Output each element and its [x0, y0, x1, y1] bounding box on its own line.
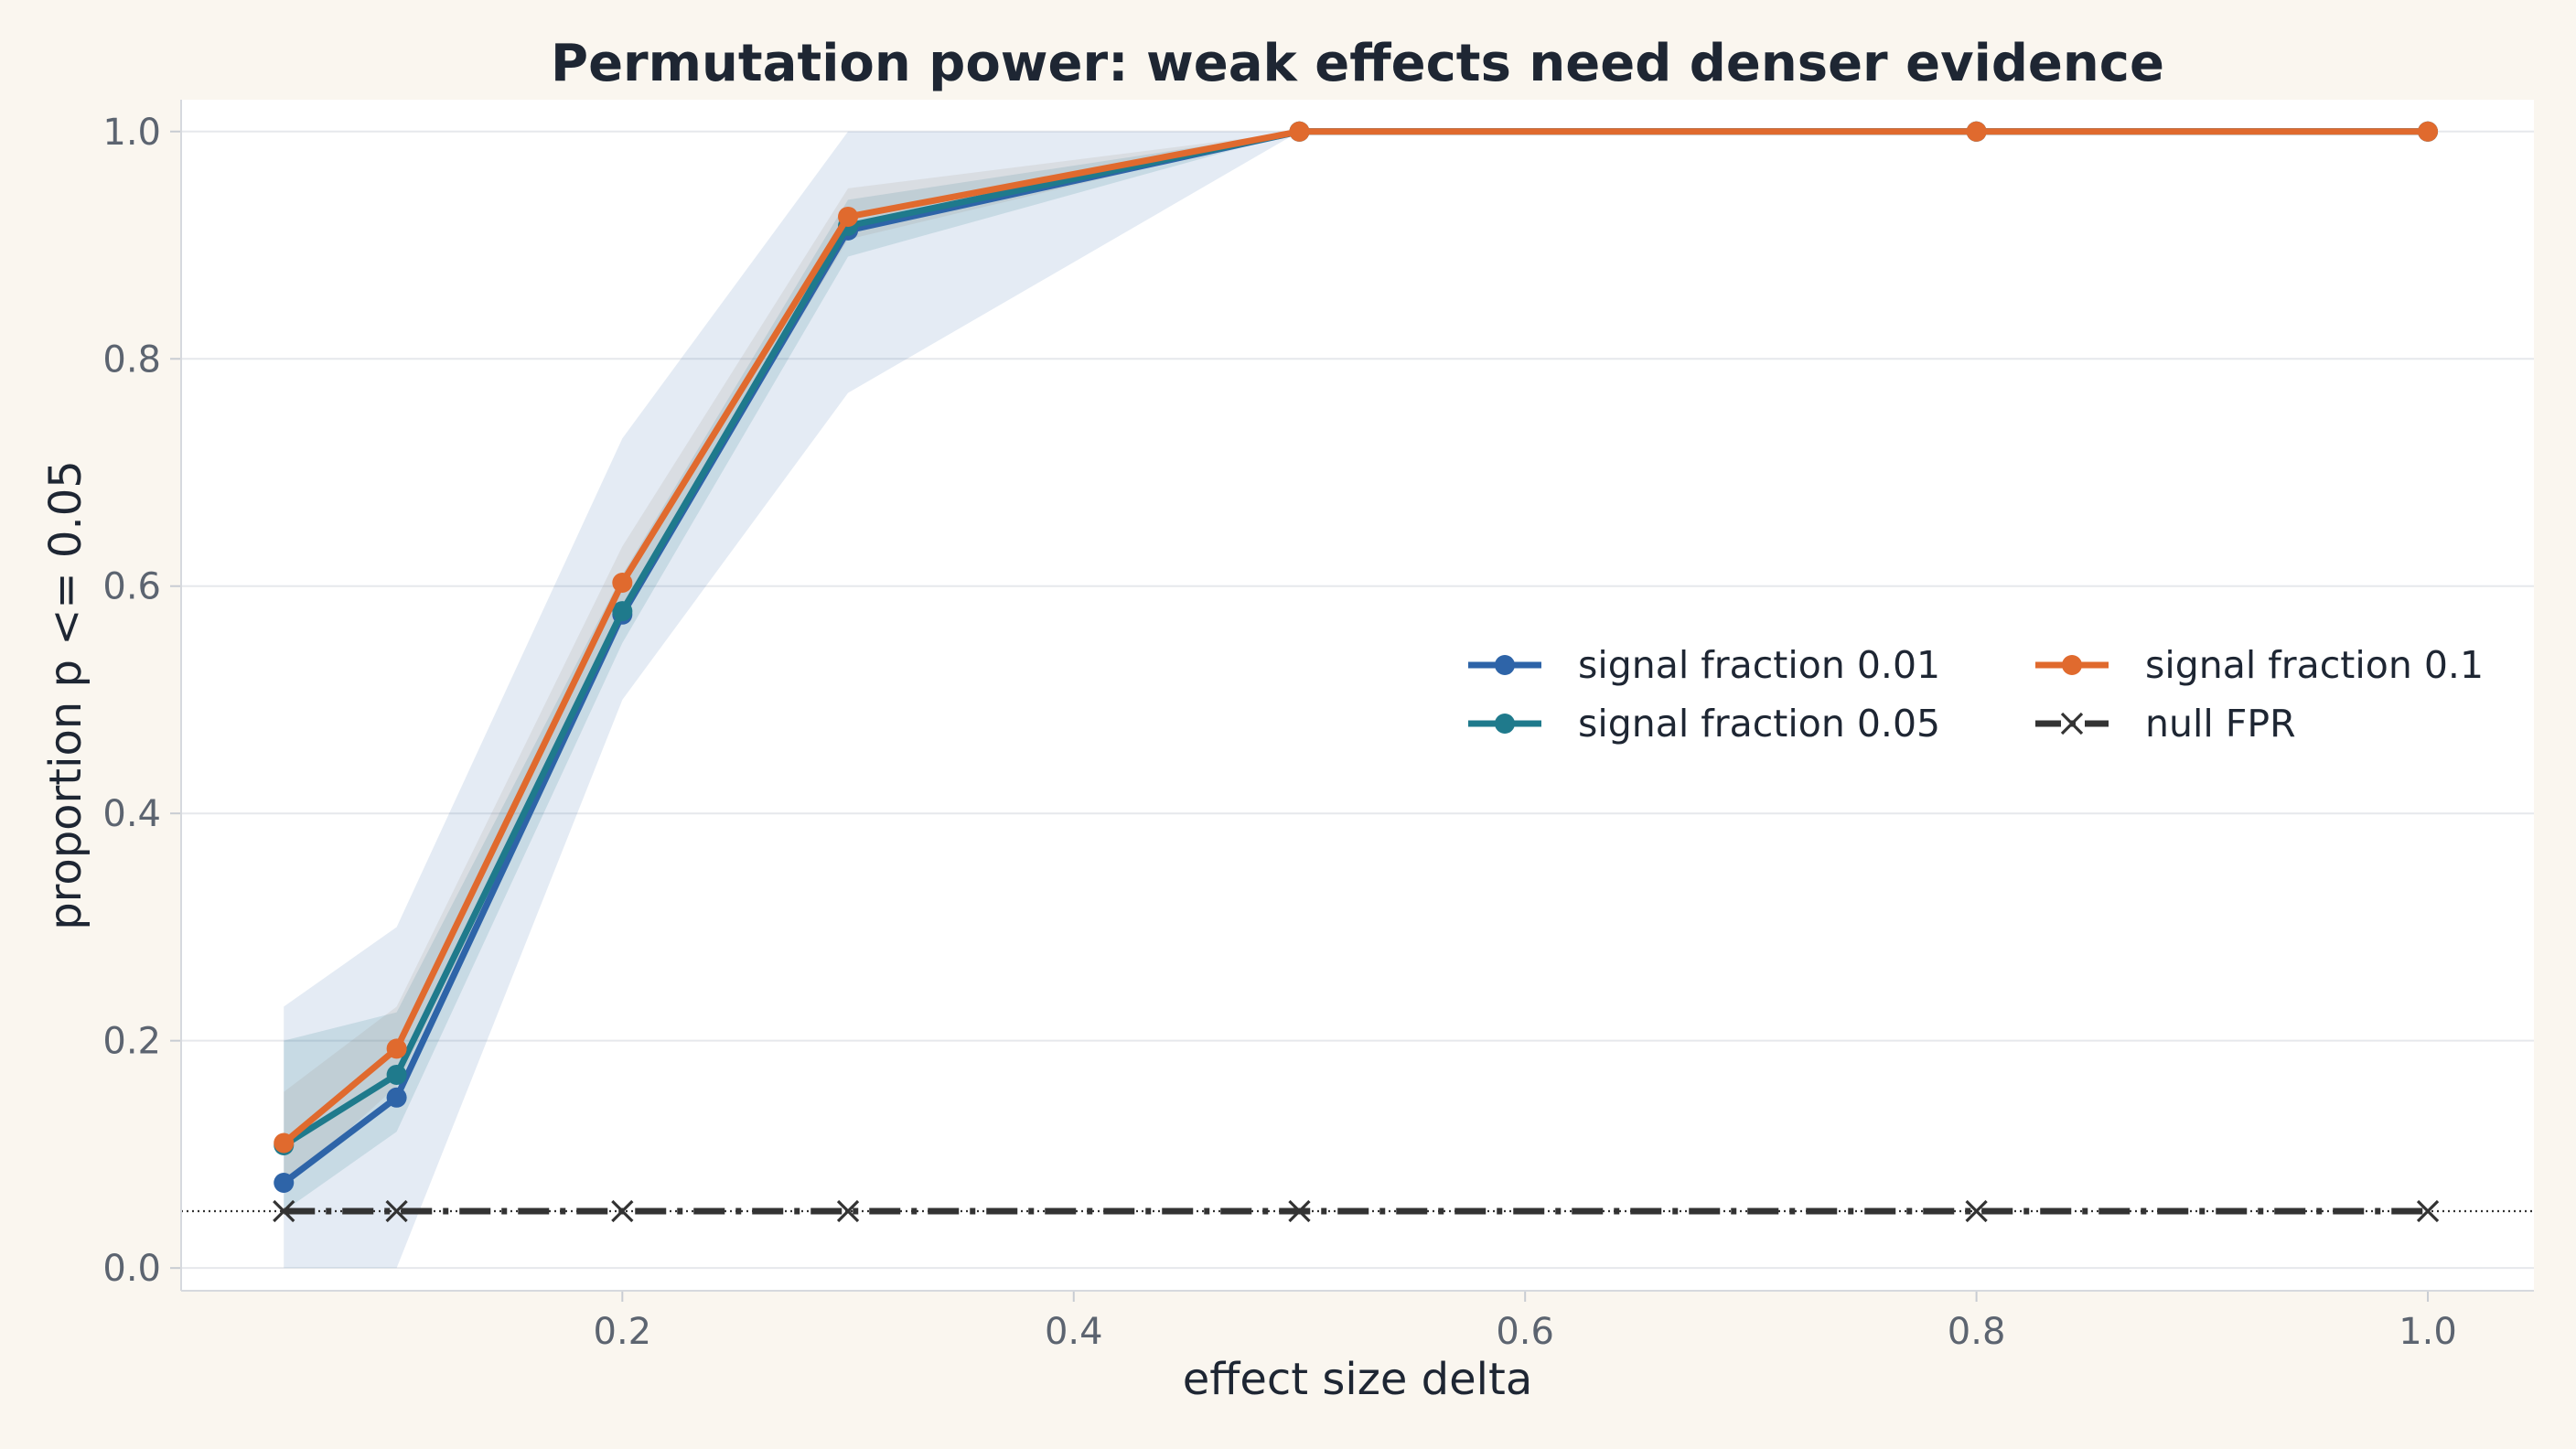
point-signal-fraction-0-1 [612, 573, 633, 594]
y-tick-label: 0.0 [102, 1248, 161, 1290]
point-signal-fraction-0-05 [386, 1064, 407, 1085]
y-tick-label: 0.2 [102, 1021, 161, 1063]
point-null-fpr [1288, 1199, 1311, 1223]
point-null-fpr [273, 1199, 295, 1223]
point-signal-fraction-0-1 [274, 1132, 295, 1154]
x-tick-label: 1.0 [2399, 1311, 2457, 1353]
point-signal-fraction-0-1 [1966, 121, 1987, 142]
x-tick-label: 0.4 [1045, 1311, 1103, 1353]
point-null-fpr [385, 1199, 408, 1223]
band-signal-fraction-0-01 [284, 131, 2429, 1269]
y-tick-label: 0.8 [102, 338, 161, 381]
legend-label-signal-fraction-0-05: signal fraction 0.05 [1578, 702, 1940, 746]
legend: signal fraction 0.01 signal fraction 0.05… [1468, 643, 2484, 746]
point-null-fpr [611, 1199, 634, 1223]
x-tick-label: 0.6 [1496, 1311, 1554, 1353]
plot-area [181, 100, 2534, 1291]
point-signal-fraction-0-01 [274, 1172, 295, 1193]
chart-title: Permutation power: weak effects need den… [551, 34, 2164, 93]
series-lines [273, 121, 2440, 1223]
legend-marker-signal-fraction-0-05 [1495, 714, 1515, 734]
point-null-fpr [836, 1199, 860, 1223]
point-signal-fraction-0-1 [386, 1038, 407, 1059]
legend-label-signal-fraction-0-01: signal fraction 0.01 [1578, 643, 1940, 687]
point-null-fpr [2416, 1199, 2440, 1223]
y-tick-label: 0.4 [102, 793, 161, 835]
point-null-fpr [1965, 1199, 1988, 1223]
legend-marker-signal-fraction-0-1 [2062, 655, 2082, 675]
legend-label-signal-fraction-0-1: signal fraction 0.1 [2145, 643, 2484, 687]
x-tick-label: 0.8 [1948, 1311, 2006, 1353]
point-signal-fraction-0-05 [612, 601, 633, 622]
point-signal-fraction-0-1 [1289, 121, 1310, 142]
axes: 0.0 0.2 0.4 0.6 0.8 1.0 0.2 0.4 0.6 0.8 1.0 [102, 100, 2534, 1353]
legend-marker-signal-fraction-0-01 [1495, 655, 1515, 675]
y-tick-label: 0.6 [102, 566, 161, 608]
legend-marker-null-fpr [2060, 712, 2084, 735]
legend-label-null-fpr: null FPR [2145, 702, 2296, 746]
confidence-bands [284, 131, 2429, 1269]
point-signal-fraction-0-1 [838, 206, 859, 227]
y-tick-label: 1.0 [102, 112, 161, 154]
y-axis-label: proportion p <= 0.05 [40, 460, 91, 930]
point-signal-fraction-0-1 [2418, 121, 2439, 142]
x-axis-label: effect size delta [1183, 1354, 1533, 1405]
x-tick-label: 0.2 [594, 1311, 652, 1353]
point-signal-fraction-0-01 [386, 1087, 407, 1108]
